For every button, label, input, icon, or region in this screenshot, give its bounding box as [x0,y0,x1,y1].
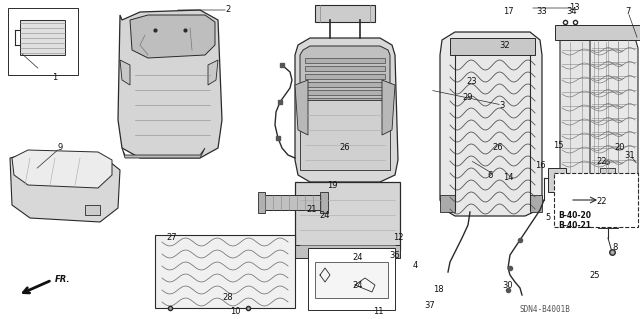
Text: 14: 14 [503,174,513,182]
Polygon shape [305,90,385,95]
Polygon shape [20,20,65,55]
Text: 1: 1 [52,72,58,81]
Polygon shape [450,38,535,55]
Text: 8: 8 [612,243,618,253]
Text: 6: 6 [487,170,493,180]
Polygon shape [12,150,112,188]
Text: 2: 2 [225,5,230,14]
Polygon shape [530,195,542,212]
Text: 26: 26 [493,144,503,152]
Text: 29: 29 [463,93,473,102]
Text: 31: 31 [625,151,636,160]
Polygon shape [10,153,120,222]
Text: B-40-21: B-40-21 [558,220,591,229]
Polygon shape [305,66,385,71]
Text: 34: 34 [566,8,577,17]
Polygon shape [590,38,638,205]
Text: 19: 19 [327,181,337,189]
Polygon shape [440,195,455,212]
FancyBboxPatch shape [554,173,638,227]
Polygon shape [315,262,388,298]
Text: 23: 23 [467,78,477,86]
Text: 24: 24 [353,254,364,263]
Polygon shape [560,40,625,200]
Text: FR.: FR. [55,276,70,285]
Text: 30: 30 [502,280,513,290]
Polygon shape [598,200,618,228]
Text: 20: 20 [615,144,625,152]
Polygon shape [308,248,395,310]
Polygon shape [258,192,265,213]
Polygon shape [85,205,100,215]
Polygon shape [320,192,328,213]
Polygon shape [382,80,395,135]
Text: 22: 22 [596,158,607,167]
Polygon shape [300,46,390,100]
Polygon shape [600,168,615,180]
Text: 28: 28 [223,293,234,302]
Text: 36: 36 [390,250,401,259]
Polygon shape [305,58,385,63]
Polygon shape [130,15,215,58]
Text: 9: 9 [58,144,63,152]
Text: 13: 13 [569,4,579,12]
Text: 26: 26 [340,144,350,152]
Text: 5: 5 [545,213,550,222]
Text: 24: 24 [320,211,330,219]
Text: 12: 12 [393,234,403,242]
Text: 32: 32 [500,41,510,49]
Text: 15: 15 [553,140,563,150]
Polygon shape [122,148,205,158]
Text: 18: 18 [433,286,444,294]
Polygon shape [295,182,400,250]
Text: SDN4-B4001B: SDN4-B4001B [520,306,571,315]
Polygon shape [120,60,130,85]
Text: 37: 37 [424,300,435,309]
Polygon shape [8,8,78,75]
Polygon shape [155,235,295,308]
Polygon shape [305,74,385,79]
Polygon shape [555,25,640,40]
Text: 25: 25 [589,271,600,279]
Polygon shape [548,168,566,192]
Polygon shape [305,82,385,87]
Polygon shape [295,38,398,182]
Text: B-40-20: B-40-20 [558,211,591,219]
Text: 7: 7 [625,8,630,17]
Text: 27: 27 [166,234,177,242]
Text: 33: 33 [536,8,547,17]
Polygon shape [295,245,400,258]
Text: 10: 10 [230,308,240,316]
Text: 21: 21 [307,205,317,214]
Polygon shape [208,60,218,85]
Polygon shape [295,80,308,135]
Polygon shape [315,5,375,22]
Text: 17: 17 [502,8,513,17]
Polygon shape [300,100,390,170]
Text: 24: 24 [353,280,364,290]
Text: 4: 4 [412,261,418,270]
Polygon shape [305,98,385,103]
Polygon shape [440,32,542,216]
Text: 22: 22 [596,197,607,206]
Text: 16: 16 [534,160,545,169]
Text: 3: 3 [499,100,505,109]
Polygon shape [118,10,222,158]
Polygon shape [260,195,325,210]
Text: 11: 11 [372,308,383,316]
